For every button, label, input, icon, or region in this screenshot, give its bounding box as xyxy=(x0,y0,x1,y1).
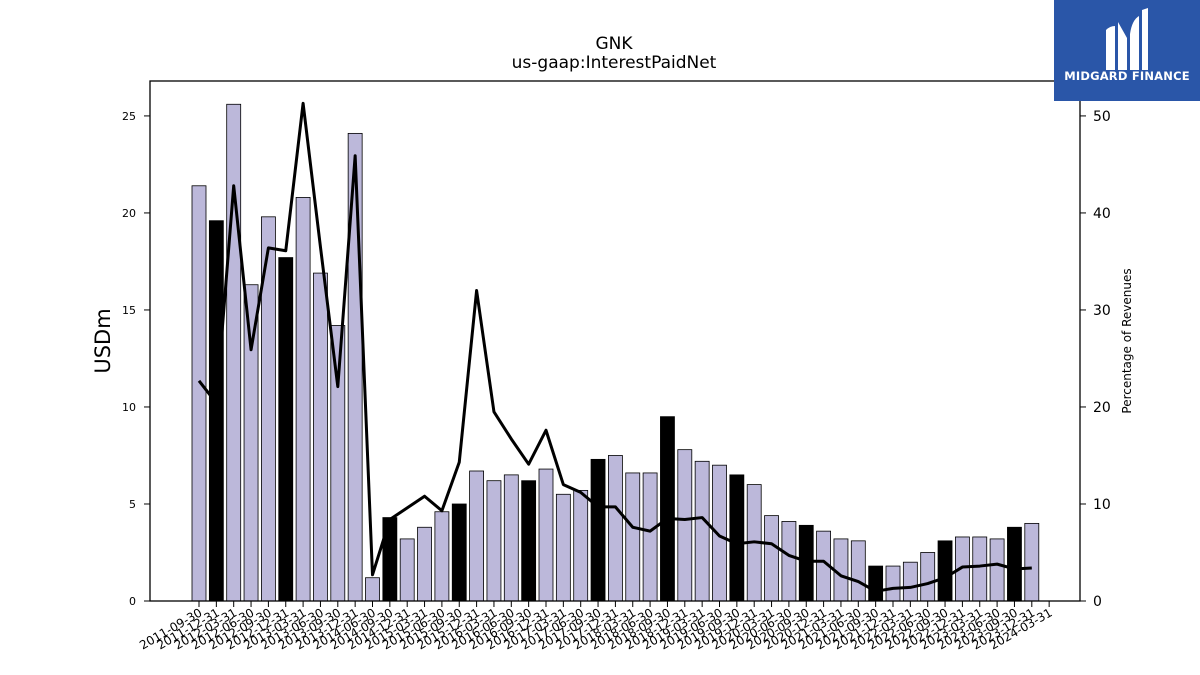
bar-2021-06-30 xyxy=(850,540,866,602)
bar-2021-12-31 xyxy=(885,565,901,602)
bar-2014-06-30 xyxy=(365,577,380,602)
bar-2022-09-30 xyxy=(937,540,953,602)
x-axis: 2011-09-302011-12-312012-03-312012-06-30… xyxy=(137,601,1055,652)
bar-2017-09-30 xyxy=(590,458,606,602)
bar-2016-12-31 xyxy=(538,468,554,602)
y-axis-label: USDm xyxy=(91,308,115,373)
y2-tick-label: 50 xyxy=(1093,109,1111,125)
bar-2017-03-31 xyxy=(555,493,571,602)
y2-tick-label: 30 xyxy=(1093,303,1111,319)
y-tick-label: 10 xyxy=(122,401,136,414)
bar-2017-12-31 xyxy=(608,455,623,602)
bar-2015-06-30 xyxy=(434,511,450,602)
bar-2022-06-30 xyxy=(920,552,936,602)
bar-2020-09-30 xyxy=(798,524,814,602)
y2-axis-label: Percentage of Revenues xyxy=(1120,268,1134,413)
bars xyxy=(191,103,1040,602)
bar-2011-09-30 xyxy=(191,185,207,602)
bar-2013-06-30 xyxy=(313,272,328,602)
y-tick-label: 15 xyxy=(122,304,136,317)
y-axis: 0 5 10 15 20 25 xyxy=(122,110,150,608)
bar-2019-09-30 xyxy=(729,474,745,602)
bar-2018-06-30 xyxy=(642,472,658,602)
bar-2021-09-30 xyxy=(868,565,884,602)
logo-text: MIDGARD FINANCE xyxy=(1064,69,1190,83)
bar-2018-09-30 xyxy=(660,416,675,602)
bar-2016-09-30 xyxy=(521,480,537,602)
bar-2018-12-31 xyxy=(677,449,693,602)
y2-tick-label: 20 xyxy=(1093,400,1111,416)
y-tick-label: 20 xyxy=(122,207,136,220)
bar-2018-03-31 xyxy=(625,472,641,602)
bar-2015-03-31 xyxy=(417,526,432,602)
bar-2011-12-31 xyxy=(208,220,224,602)
y2-tick-label: 40 xyxy=(1093,206,1111,222)
logo-mark-icon xyxy=(1106,8,1148,70)
bar-2022-03-31 xyxy=(902,561,918,602)
chart-subtitle: us-gaap:InterestPaidNet xyxy=(512,53,717,73)
midgard-finance-logo: MIDGARD FINANCE xyxy=(1054,0,1200,101)
line-series xyxy=(197,101,1032,593)
bar-2019-03-31 xyxy=(694,460,710,602)
y-tick-label: 0 xyxy=(129,595,136,608)
y2-axis: 0 10 20 30 40 50 xyxy=(1080,109,1111,610)
y-tick-label: 5 xyxy=(129,498,136,511)
bar-2019-06-30 xyxy=(712,464,727,602)
bar-2016-06-30 xyxy=(503,474,519,602)
bar-2015-12-31 xyxy=(469,470,485,602)
y2-tick-label: 10 xyxy=(1093,497,1111,513)
line-percentage-of-revenues xyxy=(197,101,1032,593)
bar-2015-09-30 xyxy=(451,503,467,602)
bar-2016-03-31 xyxy=(486,480,502,602)
bar-2017-06-30 xyxy=(573,489,589,602)
bar-2023-03-31 xyxy=(972,536,988,602)
bar-2023-12-31 xyxy=(1024,522,1040,602)
bar-2020-06-30 xyxy=(781,521,797,602)
bar-2014-09-30 xyxy=(382,517,398,602)
bar-2014-12-31 xyxy=(399,538,415,602)
y-tick-label: 25 xyxy=(122,110,136,123)
chart-title: GNK xyxy=(595,34,633,54)
bar-2013-03-31 xyxy=(295,197,311,602)
bar-2023-06-30 xyxy=(989,538,1005,602)
y2-tick-label: 0 xyxy=(1093,594,1102,610)
bar-2012-03-31 xyxy=(226,103,242,602)
bar-2012-12-31 xyxy=(278,257,294,602)
bar-2012-06-30 xyxy=(243,284,259,602)
bar-2023-09-30 xyxy=(1007,526,1022,602)
bar-2020-03-31 xyxy=(764,515,779,602)
